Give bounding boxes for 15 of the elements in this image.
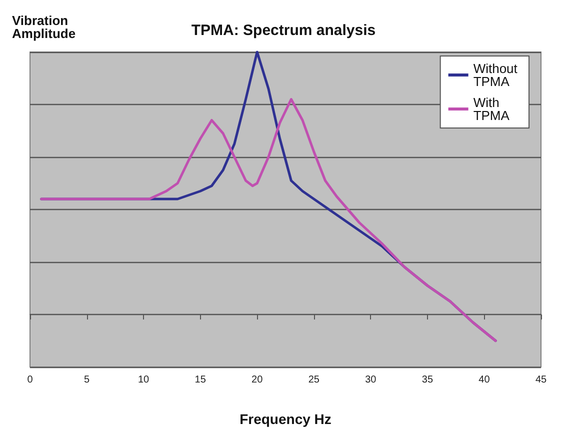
x-tick-label: 30 (365, 374, 377, 386)
x-tick-label: 20 (252, 374, 264, 386)
chart-title: TPMA: Spectrum analysis (191, 22, 376, 39)
x-tick-label: 5 (84, 374, 90, 386)
x-tick-label: 40 (478, 374, 490, 386)
legend-label: Without TPMA (473, 61, 522, 89)
x-tick-label: 35 (422, 374, 434, 386)
x-tick-label: 25 (308, 374, 320, 386)
x-tick-label: 15 (194, 374, 206, 386)
legend-label: With TPMA (473, 95, 510, 123)
x-tick-label: 45 (535, 374, 547, 386)
x-tick-label: 0 (27, 374, 34, 386)
x-axis-title: Frequency Hz (240, 411, 332, 427)
y-axis-title: Vibration Amplitude (12, 13, 76, 41)
x-tick-label: 10 (138, 374, 150, 386)
